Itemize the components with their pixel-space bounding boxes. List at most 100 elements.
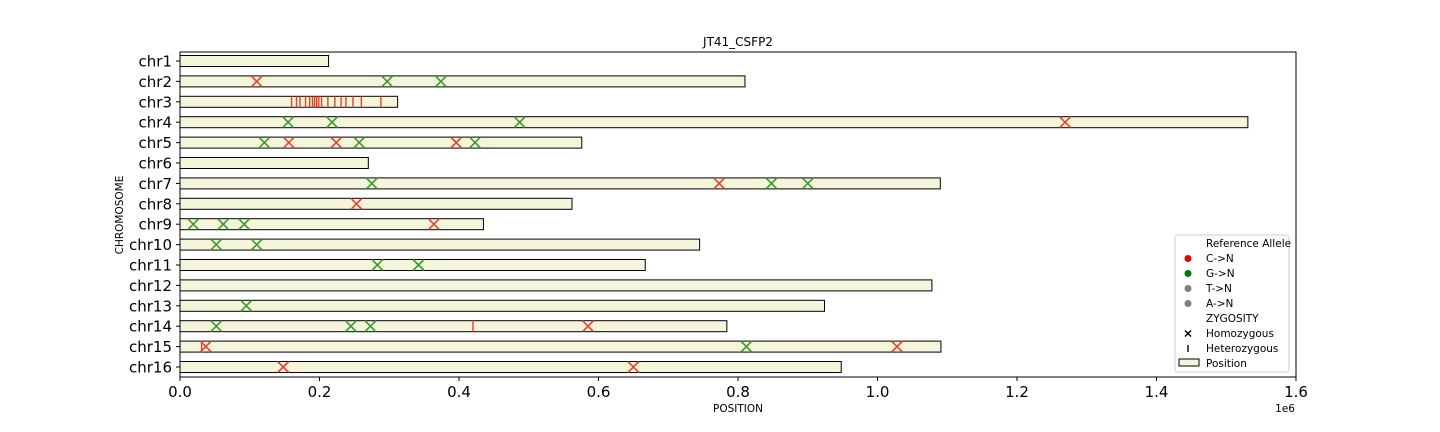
y-tick-label-chr14: chr14 — [129, 318, 172, 336]
y-tick-label-chr16: chr16 — [129, 359, 172, 377]
legend-label-ref-2: T->N — [1205, 283, 1232, 295]
variant-marker-chr15-2 — [740, 340, 753, 353]
variant-marker-chr5-2 — [330, 136, 343, 149]
marker-stroke — [427, 218, 440, 231]
chart-title: JT41_CSFP2 — [702, 35, 773, 49]
marker-stroke — [365, 177, 378, 190]
chromosome-bar-chr13 — [179, 299, 825, 312]
chromosome-bar-chr4 — [179, 116, 1249, 129]
variant-marker-chr16-0 — [277, 360, 290, 374]
y-tick-label-chr10: chr10 — [129, 236, 172, 254]
chromosome-bar-chr10 — [179, 238, 701, 251]
marker-stroke — [238, 218, 251, 231]
legend-header-zygosity: ZYGOSITY — [1206, 313, 1259, 325]
legend-dot-3 — [1184, 300, 1192, 307]
chromosome-bar-chr11 — [179, 259, 646, 271]
marker-stroke — [199, 340, 212, 353]
variant-marker-chr2-1 — [381, 75, 394, 88]
marker-stroke — [581, 320, 595, 333]
variant-marker-chr16-1 — [627, 360, 640, 374]
legend-dot-2 — [1184, 285, 1192, 292]
x-tick-label-3: 0.6 — [587, 383, 611, 401]
y-tick-label-chr15: chr15 — [129, 338, 172, 356]
marker-stroke — [187, 218, 200, 231]
variant-marker-chr9-1 — [217, 218, 230, 231]
marker-stroke — [277, 360, 290, 374]
x-axis-offset-label: 1e6 — [1275, 403, 1295, 415]
y-tick-label-chr5: chr5 — [139, 134, 172, 152]
y-tick-label-chr11: chr11 — [129, 257, 172, 275]
x-tick-label-1: 0.2 — [308, 383, 332, 401]
marker-stroke — [740, 340, 753, 353]
legend-dot-0 — [1184, 255, 1192, 262]
y-tick-label-chr9: chr9 — [139, 216, 172, 234]
marker-stroke — [1059, 116, 1072, 129]
variant-marker-chr4-3 — [1059, 116, 1072, 129]
variant-marker-chr7-2 — [765, 177, 778, 190]
variant-marker-chr7-3 — [801, 177, 814, 190]
y-tick-label-chr2: chr2 — [139, 73, 172, 91]
variant-marker-chr4-2 — [513, 116, 526, 129]
variant-marker-chr13-0 — [240, 299, 253, 312]
variant-marker-chr15-1 — [199, 340, 212, 353]
y-tick-label-chr1: chr1 — [139, 53, 172, 71]
legend-label-position: Position — [1206, 358, 1247, 370]
legend-label-zyg-1: Heterozygous — [1206, 343, 1278, 355]
legend-label-ref-1: G->N — [1206, 268, 1235, 280]
marker-stroke — [210, 320, 223, 333]
marker-stroke — [450, 136, 463, 149]
variant-marker-chr10-1 — [250, 238, 263, 251]
y-tick-label-chr7: chr7 — [139, 175, 172, 193]
marker-stroke — [627, 360, 640, 374]
x-tick-label-6: 1.2 — [1005, 383, 1029, 401]
marker-stroke — [412, 258, 425, 272]
marker-stroke — [1184, 330, 1192, 337]
variant-marker-chr9-2 — [238, 218, 251, 231]
variant-marker-chr4-1 — [325, 116, 339, 129]
marker-stroke — [210, 238, 223, 251]
variant-marker-chr5-1 — [282, 136, 295, 149]
chromosome-bar-chr3 — [179, 95, 399, 108]
variant-marker-chr14-4 — [581, 320, 595, 333]
chromosome-bar-chr5 — [179, 136, 583, 149]
legend-marker-homozygous — [1184, 330, 1192, 337]
chromosome-bar-chr15 — [179, 340, 942, 353]
marker-stroke — [250, 238, 263, 251]
y-tick-label-chr6: chr6 — [139, 155, 172, 173]
y-axis-label: CHROMOSOME — [114, 176, 126, 255]
x-tick-label-4: 0.8 — [726, 383, 750, 401]
variant-marker-chr5-4 — [450, 136, 463, 149]
legend-swatch-position — [1178, 358, 1200, 367]
y-tick-label-chr12: chr12 — [129, 277, 172, 295]
marker-stroke — [371, 258, 384, 272]
y-tick-label-chr8: chr8 — [139, 195, 172, 213]
variant-marker-chr5-3 — [353, 136, 366, 149]
variant-marker-chr2-2 — [434, 75, 447, 88]
chromosome-bar-chr12 — [179, 279, 933, 292]
variant-marker-chr8-0 — [350, 197, 363, 210]
y-tick-label-chr4: chr4 — [139, 114, 172, 132]
legend-dot-1 — [1184, 270, 1192, 277]
chromosome-bar-chr2 — [179, 75, 746, 88]
marker-stroke — [240, 299, 253, 312]
marker-stroke — [350, 197, 363, 210]
chromosome-bar-chr14 — [179, 320, 728, 333]
x-tick-label-0: 0.0 — [168, 383, 192, 401]
marker-stroke — [217, 218, 230, 231]
x-tick-label-7: 1.4 — [1145, 383, 1169, 401]
y-axis: chr1 chr2 chr3 chr4 chr5 chr6 chr7 chr8 chr9 chr1… — [129, 53, 180, 377]
variant-marker-chr14-0 — [210, 320, 223, 333]
marker-stroke — [282, 136, 295, 149]
chromosome-bar-chr1 — [179, 55, 330, 67]
y-tick-label-chr13: chr13 — [129, 297, 172, 315]
plot-area — [179, 55, 1249, 374]
marker-stroke — [250, 75, 263, 88]
legend-label-zyg-0: Homozygous — [1206, 328, 1274, 340]
chromosome-bar-chr7 — [179, 177, 941, 190]
variant-marker-chr14-1 — [344, 320, 357, 333]
marker-stroke — [765, 177, 778, 190]
variant-marker-chr5-0 — [258, 136, 271, 149]
marker-stroke — [434, 75, 447, 88]
variant-marker-chr9-3 — [427, 218, 440, 231]
